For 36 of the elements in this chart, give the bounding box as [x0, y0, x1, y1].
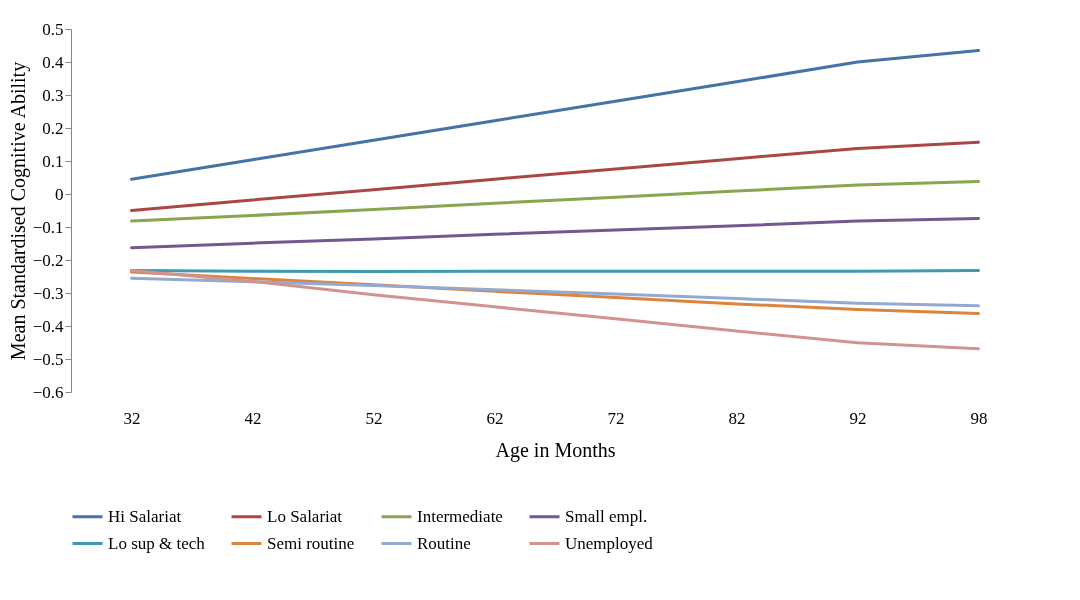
- x-tick-label: 92: [849, 408, 867, 428]
- legend-label: Semi routine: [267, 533, 355, 553]
- line-series: [130, 48, 980, 181]
- y-tick-label: −0.5: [32, 349, 64, 369]
- x-tick-label: 82: [728, 408, 746, 428]
- y-axis-title: Mean Standardised Cognitive Ability: [6, 61, 30, 361]
- legend-label: Intermediate: [417, 506, 503, 526]
- x-tick-label: 72: [607, 408, 625, 428]
- line-series: [130, 276, 980, 308]
- y-tick-label: 0.5: [42, 19, 64, 39]
- legend-label: Unemployed: [565, 533, 654, 553]
- line-series: [130, 216, 980, 250]
- legend-label: Small empl.: [565, 506, 648, 526]
- y-tick-label: 0.4: [42, 52, 64, 72]
- legend-label: Hi Salariat: [108, 506, 182, 526]
- line-series: [130, 140, 980, 212]
- y-tick-label: −0.4: [32, 316, 64, 336]
- y-tick-label: 0.3: [42, 85, 64, 105]
- y-tick-label: 0.2: [42, 118, 64, 138]
- x-tick-label: 32: [123, 408, 141, 428]
- x-axis-title: Age in Months: [495, 438, 616, 462]
- x-tick-label: 98: [970, 408, 988, 428]
- y-tick-label: 0.1: [42, 151, 64, 171]
- y-tick-label: −0.1: [32, 217, 64, 237]
- line-series: [130, 179, 980, 223]
- line-series: [130, 269, 980, 351]
- y-tick-label: 0: [55, 184, 64, 204]
- y-tick-label: −0.3: [32, 283, 64, 303]
- y-tick-label: −0.2: [32, 250, 64, 270]
- legend-label: Routine: [417, 533, 471, 553]
- x-tick-label: 52: [365, 408, 383, 428]
- x-tick-label: 42: [244, 408, 262, 428]
- x-tick-label: 62: [486, 408, 504, 428]
- y-tick-label: −0.6: [32, 382, 64, 402]
- legend-label: Lo Salariat: [267, 506, 343, 526]
- legend-label: Lo sup & tech: [108, 533, 206, 553]
